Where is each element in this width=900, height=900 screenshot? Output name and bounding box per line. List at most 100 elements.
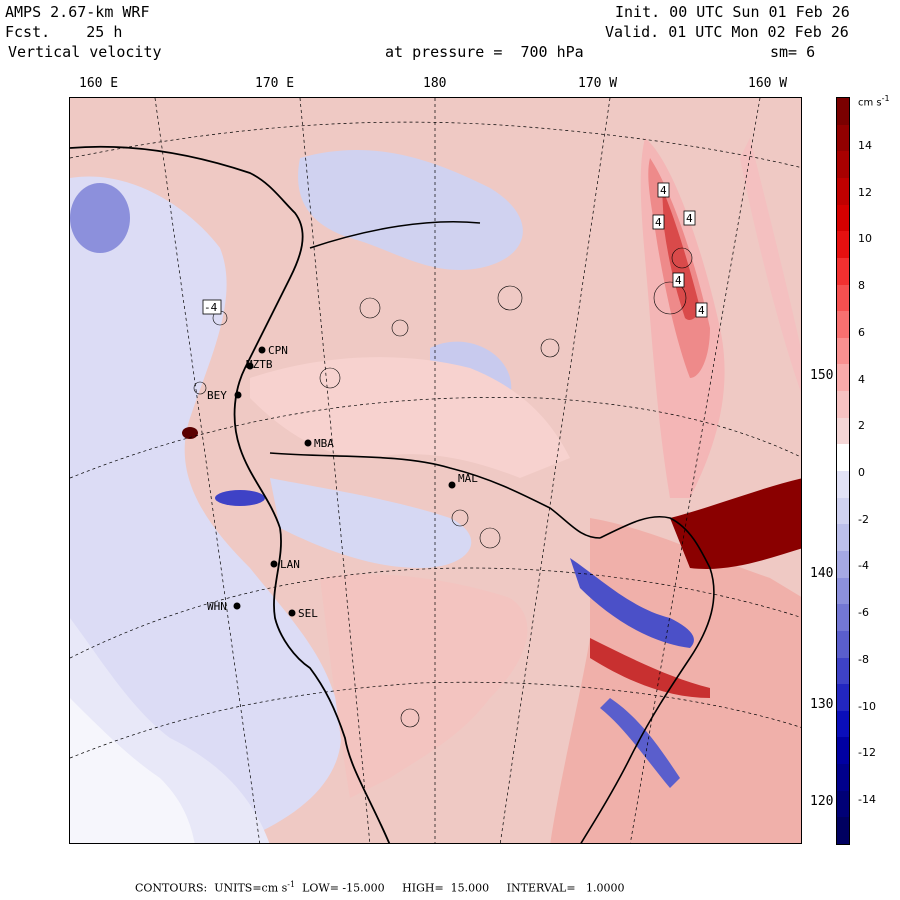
graticule <box>70 98 801 843</box>
colorbar-segment <box>837 710 849 738</box>
model-title: AMPS 2.67-km WRF <box>5 3 150 21</box>
colorbar-unit: cm s-1 <box>858 94 890 109</box>
station-marker-mztb <box>246 362 254 370</box>
colorbar-segment <box>837 630 849 658</box>
colorbar-segment <box>837 444 849 472</box>
map-panel[interactable]: 4 4 4 4 4 -4 CPN MZTB BEY MBA MAL LAN <box>69 97 802 844</box>
colorbar-tick-label: -4 <box>858 559 869 573</box>
dark-red-band <box>670 478 801 569</box>
colorbar-tick-label: 6 <box>858 325 865 339</box>
extremum-label: 4 <box>675 274 682 287</box>
colorbar-tick-label: 14 <box>858 139 872 152</box>
blue-streak-se <box>600 698 680 788</box>
lon-label-170e: 170 E <box>255 76 295 91</box>
colorbar-segment <box>837 764 849 792</box>
red-blob-west <box>182 427 198 439</box>
lon-label-170w: 170 W <box>578 76 618 91</box>
extremum-label: 4 <box>660 184 667 197</box>
colorbar-segment <box>837 98 849 126</box>
red-streaks-east <box>740 138 801 393</box>
colorbar-tick-label: 8 <box>858 279 865 293</box>
extremum-label: 4 <box>698 304 705 317</box>
blue-region-west <box>70 176 342 843</box>
coastline <box>70 145 391 843</box>
colorbar-segment <box>837 524 849 552</box>
colorbar-segment <box>837 550 849 579</box>
station-label-mztb: MZTB <box>246 358 273 371</box>
blue-blob-west <box>215 490 265 506</box>
station-label-mba: MBA <box>314 437 334 450</box>
blue-region-north <box>298 149 523 271</box>
ross-ice-shelf-edge <box>309 221 481 249</box>
pressure-level: at pressure = 700 hPa <box>385 43 584 61</box>
colorbar-tick-label: 10 <box>858 232 872 246</box>
colorbar-segment <box>837 790 849 818</box>
station-label-whn: WHN <box>207 600 227 613</box>
colorbar-segment <box>837 471 849 499</box>
colorbar-segment <box>837 577 849 605</box>
colorbar-segment <box>837 337 849 365</box>
colorbar-tick-label: -6 <box>858 606 869 620</box>
blue-band-south <box>570 558 694 648</box>
colorbar-segment <box>837 151 849 179</box>
colorbar-tick-label: 0 <box>858 466 865 479</box>
colorbar-tick-label: -8 <box>858 652 869 666</box>
contour-interval: INTERVAL= 1.0000 <box>506 881 625 895</box>
small-contours <box>193 247 693 728</box>
valid-time: Valid. 01 UTC Mon 02 Feb 26 <box>605 23 849 41</box>
colorbar-segment <box>837 257 849 285</box>
colorbar-segment <box>837 284 849 312</box>
colorbar-segment <box>837 684 849 712</box>
colorbar-segment <box>837 497 849 525</box>
colorbar <box>836 97 850 845</box>
pink-region-south <box>320 574 528 798</box>
colorbar-tick-label: -14 <box>858 793 876 806</box>
colorbar-tick-label: 4 <box>858 372 865 386</box>
pink-region-ross-ice-shelf <box>250 357 570 478</box>
colorbar-tick-label: 2 <box>858 419 865 433</box>
red-plume-inner <box>662 188 700 320</box>
colorbar-segment <box>837 311 849 339</box>
extremum-label: -4 <box>204 301 218 314</box>
colorbar-segment <box>837 177 849 206</box>
lon-label-160e: 160 E <box>79 76 119 91</box>
station-marker-mba <box>304 439 312 447</box>
contours-label: CONTOURS: <box>135 881 208 895</box>
contour-low: LOW= -15.000 <box>302 881 385 895</box>
colorbar-segment <box>837 417 849 445</box>
station-label-bey: BEY <box>207 389 227 402</box>
station-marker-sel <box>288 609 296 617</box>
extremum-label: 4 <box>686 212 693 225</box>
colorbar-tick-label: -2 <box>858 512 869 526</box>
extrema-labels: 4 4 4 4 4 -4 <box>202 182 708 318</box>
forecast-hour: Fcst. 25 h <box>5 23 123 41</box>
blue-blob-northwest <box>70 183 130 253</box>
colorbar-segment <box>837 657 849 685</box>
colorbar-segment <box>837 124 849 152</box>
init-time: Init. 00 UTC Sun 01 Feb 26 <box>615 3 850 21</box>
lon-label-160w: 160 W <box>748 76 788 91</box>
station-marker-bey <box>234 391 242 399</box>
marie-byrd-coast <box>580 515 715 843</box>
station-label-sel: SEL <box>298 607 318 620</box>
contour-info: CONTOURS: UNITS=cm s-1 LOW= -15.000 HIGH… <box>135 880 625 895</box>
contour-units: UNITS=cm s <box>214 881 288 895</box>
extremum-label: 4 <box>655 216 662 229</box>
colorbar-tick-label: 12 <box>858 185 872 199</box>
station-marker-whn <box>233 602 241 610</box>
smoothing-value: sm= 6 <box>770 43 816 61</box>
blue-region-mid <box>270 478 472 568</box>
station-marker-cpn <box>258 346 266 354</box>
vertical-velocity-field: 4 4 4 4 4 -4 CPN MZTB BEY MBA MAL LAN <box>70 98 801 843</box>
colorbar-segment <box>837 204 849 232</box>
colorbar-tick-label: -10 <box>858 699 876 713</box>
colorbar-segment <box>837 737 849 765</box>
colorbar-segment <box>837 231 849 259</box>
station-label-cpn: CPN <box>268 344 288 357</box>
colorbar-segment <box>837 391 849 419</box>
colorbar-segment <box>837 817 849 845</box>
station-label-mal: MAL <box>458 472 478 485</box>
station-marker-mal <box>448 481 456 489</box>
transantarctic-coast <box>269 452 601 539</box>
stations: CPN MZTB BEY MBA MAL LAN WHN SEL <box>207 344 478 620</box>
